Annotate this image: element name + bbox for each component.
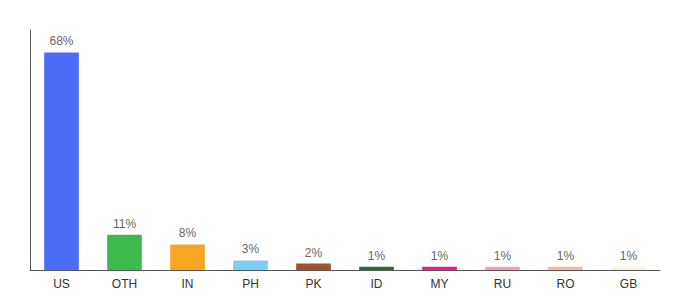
svg-text:PK: PK [305, 277, 321, 291]
svg-text:68%: 68% [49, 34, 73, 48]
svg-text:1%: 1% [620, 249, 638, 263]
svg-text:1%: 1% [557, 249, 575, 263]
svg-text:MY: MY [431, 277, 449, 291]
svg-text:OTH: OTH [112, 277, 137, 291]
svg-text:1%: 1% [368, 249, 386, 263]
svg-text:GB: GB [620, 277, 637, 291]
svg-text:1%: 1% [494, 249, 512, 263]
svg-text:IN: IN [182, 277, 194, 291]
svg-text:US: US [53, 277, 70, 291]
svg-text:3%: 3% [242, 242, 260, 256]
svg-text:11%: 11% [113, 217, 136, 231]
svg-text:2%: 2% [305, 246, 323, 260]
svg-text:PH: PH [242, 277, 259, 291]
svg-text:RO: RO [557, 277, 575, 291]
svg-text:8%: 8% [179, 226, 197, 240]
svg-text:1%: 1% [431, 249, 449, 263]
svg-text:RU: RU [494, 277, 511, 291]
svg-text:ID: ID [371, 277, 383, 291]
